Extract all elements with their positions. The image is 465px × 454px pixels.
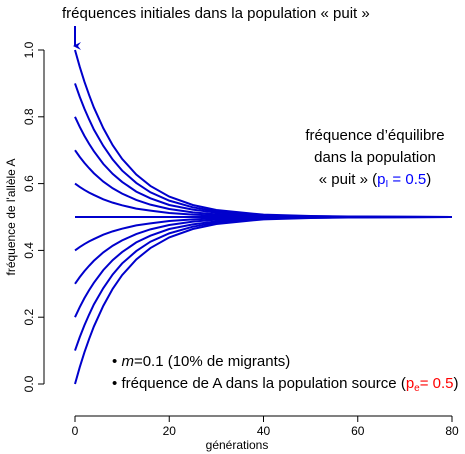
bullet-symbol: p xyxy=(406,375,414,392)
y-axis-label: fréquence de l'allèle A xyxy=(4,158,18,275)
bullet-text: fréquence de A dans la population source… xyxy=(121,375,405,392)
x-tick-label: 0 xyxy=(72,424,79,438)
note-close: ) xyxy=(426,171,431,188)
bullet: • xyxy=(112,375,117,392)
bullet-text: =0.1 (10% de migrants) xyxy=(134,353,290,370)
note-subscript: I xyxy=(385,179,388,190)
bullet-2: • fréquence de A dans la population sour… xyxy=(112,375,459,394)
y-tick-label: 1.0 xyxy=(22,41,36,58)
bullet-1: • m=0.1 (10% de migrants) xyxy=(112,353,290,370)
y-tick-label: 0.4 xyxy=(22,242,36,259)
bullet: • xyxy=(112,353,117,370)
note-text: « puit » ( xyxy=(319,171,377,188)
bullet-close: ) xyxy=(454,375,459,392)
y-tick-label: 0.8 xyxy=(22,108,36,125)
x-tick-label: 20 xyxy=(163,424,177,438)
note-line: fréquence d’équilibre xyxy=(305,127,444,144)
bullet-subscript: e xyxy=(414,383,420,394)
y-tick-label: 0.6 xyxy=(22,175,36,192)
y-tick-label: 0.2 xyxy=(22,309,36,326)
x-tick-label: 60 xyxy=(351,424,365,438)
series-line xyxy=(74,216,453,318)
series-line xyxy=(74,216,453,385)
bullet-value: = 0.5 xyxy=(420,375,454,392)
equilibrium-note: fréquence d’équilibre dans la population… xyxy=(305,127,444,190)
note-line: « puit » (pI = 0.5) xyxy=(319,171,431,190)
bullet-var: m xyxy=(121,353,134,370)
chart-title: fréquences initiales dans la population … xyxy=(62,5,370,22)
note-symbol: p xyxy=(377,171,385,188)
x-tick-label: 40 xyxy=(257,424,271,438)
x-axis-label: générations xyxy=(206,438,269,452)
y-tick-label: 0.0 xyxy=(22,375,36,392)
note-line: dans la population xyxy=(314,149,436,166)
note-value: = 0.5 xyxy=(388,171,426,188)
x-tick-label: 80 xyxy=(445,424,459,438)
